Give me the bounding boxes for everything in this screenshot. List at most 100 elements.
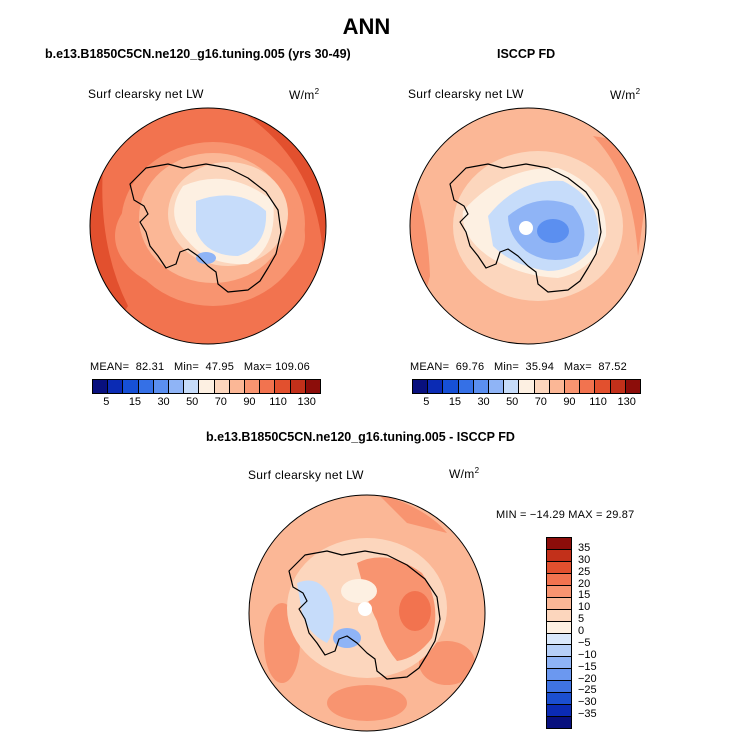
diff-colorbar-swatch <box>547 680 571 693</box>
model-mean-label: MEAN= <box>90 361 130 373</box>
model-mean-value: 82.31 <box>135 361 165 373</box>
diff-colorbar-swatch <box>547 608 571 621</box>
diff-colorbar <box>546 537 572 729</box>
model-map-border <box>89 107 327 345</box>
model-colorbar-swatch <box>244 380 260 393</box>
obs-colorbar-swatch <box>427 380 443 393</box>
diff-colorbar-tick-label: −20 <box>578 672 597 685</box>
obs-colorbar-swatch <box>564 380 580 393</box>
obs-field-high-west <box>410 166 430 344</box>
obs-variable-label: Surf clearsky net LW <box>408 87 524 101</box>
page-title: ANN <box>342 14 391 39</box>
diff-field-high-east <box>419 641 475 685</box>
diff-coastline <box>288 550 441 680</box>
diff-colorbar-tick-label: −30 <box>578 696 597 709</box>
obs-colorbar-swatch <box>518 380 534 393</box>
model-colorbar-swatch <box>213 380 229 393</box>
diff-colorbar-tick-label: 35 <box>578 541 591 554</box>
diff-field-neg-west <box>297 580 334 643</box>
diff-colorbar-swatch <box>547 572 571 585</box>
model-colorbar-tick-label: 5 <box>103 396 110 408</box>
obs-colorbar-tick-label: 90 <box>563 396 576 408</box>
model-colorbar-swatch <box>304 380 321 393</box>
model-colorbar-swatch <box>198 380 214 393</box>
model-colorbar-swatch <box>168 380 184 393</box>
diff-colorbar-tick-label: −15 <box>578 660 597 673</box>
diff-colorbar-swatch <box>547 668 571 681</box>
model-colorbar-ticks: 5 15 30 50 70 90 110 130 <box>92 396 321 410</box>
diff-colorbar-tick-label: 0 <box>578 625 585 637</box>
obs-colorbar <box>412 379 641 394</box>
obs-colorbar-swatch <box>548 380 565 393</box>
diff-colorbar-swatch <box>547 596 571 609</box>
diff-colorbar-tick-label: 25 <box>578 565 591 578</box>
model-colorbar-tick-label: 70 <box>214 396 227 408</box>
model-colorbar-swatch <box>183 380 199 393</box>
obs-colorbar-swatch <box>413 380 428 393</box>
diff-colorbar-swatch <box>547 692 571 705</box>
model-colorbar-tick-label: 30 <box>157 396 170 408</box>
diff-field-pos-core <box>357 557 436 661</box>
obs-colorbar-swatch <box>488 380 504 393</box>
model-colorbar-swatch <box>259 380 275 393</box>
diff-field-near-zero <box>341 579 377 603</box>
diff-minmax: MIN = −14.29 MAX = 29.87 <box>496 509 635 521</box>
diff-colorbar-tick-label: −5 <box>578 636 591 649</box>
obs-max-label: Max= <box>563 361 592 373</box>
diff-colorbar-tick-label: −35 <box>578 708 597 721</box>
model-colorbar-tick-label: 130 <box>297 396 316 408</box>
diff-colorbar-tick-label: 10 <box>578 601 591 614</box>
obs-min-value: 35.94 <box>525 361 555 373</box>
obs-colorbar-swatch <box>472 380 489 393</box>
model-variable-label: Surf clearsky net LW <box>88 87 204 101</box>
obs-coastline <box>449 163 602 293</box>
model-colorbar-tick-label: 110 <box>269 396 287 408</box>
diff-colorbar-swatch <box>547 704 571 717</box>
model-colorbar <box>92 379 321 394</box>
diff-colorbar-tick-label: 5 <box>578 613 585 626</box>
model-colorbar-swatch <box>152 380 169 393</box>
obs-mean-value: 69.76 <box>455 361 485 373</box>
model-max-value: 109.06 <box>275 361 310 373</box>
obs-colorbar-swatch <box>503 380 519 393</box>
model-field-low-spot <box>196 252 216 264</box>
model-max-label: Max= <box>243 361 272 373</box>
model-min-value: 47.95 <box>205 361 235 373</box>
diff-colorbar-ticks: 35 30 25 20 15 10 5 0 −5 −10 −15 −20 −25 −30 −35 <box>578 537 618 727</box>
obs-colorbar-tick-label: 5 <box>423 396 430 408</box>
obs-colorbar-ticks: 5 15 30 50 70 90 110 130 <box>412 396 641 410</box>
diff-colorbar-swatch <box>547 632 571 645</box>
obs-max-value: 87.52 <box>598 361 627 373</box>
diff-map-border <box>248 494 486 732</box>
obs-colorbar-swatch <box>624 380 641 393</box>
diff-colorbar-swatch <box>547 620 571 633</box>
obs-mean-label: MEAN= <box>410 361 450 373</box>
diff-colorbar-tick-label: −10 <box>578 648 597 661</box>
obs-min-label: Min= <box>494 361 519 373</box>
diff-colorbar-swatch <box>547 584 571 597</box>
diff-polar-map <box>248 494 486 732</box>
diff-field-neg-core <box>333 628 361 648</box>
model-colorbar-tick-label: 15 <box>128 396 142 408</box>
obs-units-label: W/m2 <box>610 87 641 102</box>
diff-colorbar-tick-label: 15 <box>578 589 591 602</box>
model-colorbar-swatch <box>122 380 138 393</box>
diff-colorbar-swatch <box>547 644 571 657</box>
obs-pole-missing <box>519 221 533 235</box>
model-colorbar-swatch <box>93 380 108 393</box>
obs-colorbar-tick-label: 50 <box>506 396 519 408</box>
obs-stats: MEAN= 69.76 Min= 35.94 Max= 87.52 <box>410 361 627 373</box>
model-case-title: b.e13.B1850C5CN.ne120_g16.tuning.005 (yr… <box>45 47 351 61</box>
model-stats: MEAN= 82.31 Min= 47.95 Max= 109.06 <box>90 361 310 373</box>
diff-field-pos-max <box>399 591 431 631</box>
obs-polar-map <box>409 107 647 345</box>
diff-colorbar-swatch <box>547 548 571 561</box>
model-min-label: Min= <box>174 361 199 373</box>
diff-colorbar-swatch <box>547 560 571 573</box>
diff-field-high-north <box>377 495 447 533</box>
diff-colorbar-swatch <box>547 538 571 549</box>
obs-colorbar-swatch <box>594 380 610 393</box>
obs-colorbar-tick-label: 30 <box>477 396 490 408</box>
diff-colorbar-tick-label: 20 <box>578 577 591 590</box>
diff-variable-label: Surf clearsky net LW <box>248 468 364 482</box>
